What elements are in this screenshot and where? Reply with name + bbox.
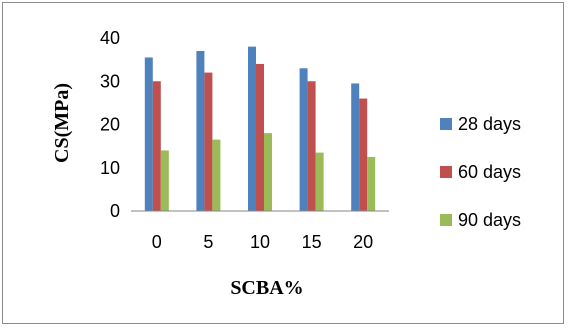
bar-28-days-15 xyxy=(299,68,308,212)
bar-60-days-5 xyxy=(204,72,213,211)
x-tick-label: 20 xyxy=(353,232,373,252)
bar-28-days-5 xyxy=(196,50,205,211)
x-tick-label: 5 xyxy=(203,232,213,252)
legend-label-90-days: 90 days xyxy=(458,210,521,230)
y-tick-label: 20 xyxy=(100,115,120,135)
bar-28-days-0 xyxy=(144,57,153,212)
bar-90-days-5 xyxy=(212,139,221,211)
bar-60-days-15 xyxy=(307,81,316,211)
bar-28-days-10 xyxy=(248,46,256,212)
y-tick-label: 10 xyxy=(100,158,120,178)
x-axis-ticks: 0 5 10 15 20 xyxy=(152,232,373,252)
legend-swatch-60-days xyxy=(440,166,452,178)
bar-90-days-0 xyxy=(160,150,169,211)
y-axis-ticks: 0 10 20 30 40 xyxy=(100,28,120,221)
legend-swatch-28-days xyxy=(440,118,452,130)
bar-90-days-20 xyxy=(367,156,376,211)
chart-frame xyxy=(2,2,564,324)
bars xyxy=(144,46,376,212)
bar-28-days-20 xyxy=(351,83,360,211)
x-tick-label: 10 xyxy=(250,232,270,252)
legend-swatch-90-days xyxy=(440,214,452,226)
legend: 28 days 60 days 90 days xyxy=(440,114,521,230)
y-axis-title: CS(MPa) xyxy=(51,83,73,163)
y-tick-label: 40 xyxy=(100,28,120,48)
x-axis-title: SCBA% xyxy=(230,277,303,299)
bar-60-days-10 xyxy=(256,63,264,212)
legend-label-28-days: 28 days xyxy=(458,114,521,134)
bar-60-days-0 xyxy=(152,81,161,211)
bar-90-days-10 xyxy=(264,133,272,211)
x-tick-label: 15 xyxy=(302,232,322,252)
legend-label-60-days: 60 days xyxy=(458,162,521,182)
bar-60-days-20 xyxy=(359,98,368,211)
bar-90-days-15 xyxy=(315,152,324,211)
x-tick-label: 0 xyxy=(152,232,162,252)
y-tick-label: 30 xyxy=(100,71,120,91)
y-tick-label: 0 xyxy=(110,201,120,221)
